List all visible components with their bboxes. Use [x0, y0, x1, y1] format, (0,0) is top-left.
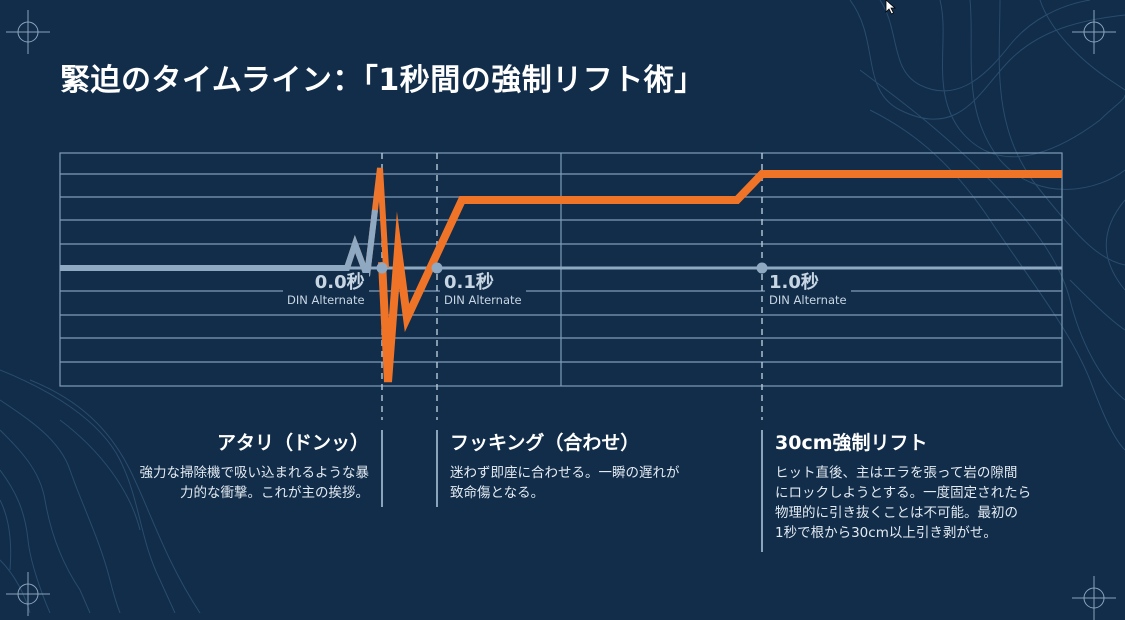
section-body: ヒット直後、主はエラを張って岩の隙間 にロックしようとする。一度固定されたら 物…	[775, 465, 1032, 541]
crosshair-icon	[1072, 10, 1116, 54]
page-title: 緊迫のタイムライン：「1秒間の強制リフト術」	[60, 63, 705, 98]
tick-label-0.1s: 0.1秒 DIN Alternate	[440, 273, 526, 308]
crosshair-icon	[6, 10, 50, 54]
tick-time: 0.1秒	[444, 272, 494, 293]
section-heading: アタリ（ドンッ）	[216, 432, 369, 454]
section-heading: フッキング（合わせ）	[450, 432, 640, 454]
crosshair-icon	[6, 572, 50, 616]
section-hooking: フッキング（合わせ） 迷わず即座に合わせる。一瞬の遅れが 致命傷となる。	[450, 431, 740, 503]
section-heading: 30cm強制リフト	[775, 432, 928, 454]
tick-label-0s: 0.0秒 DIN Alternate	[283, 273, 369, 308]
tick-sub: DIN Alternate	[287, 293, 365, 307]
tick-time: 0.0秒	[314, 272, 365, 293]
tick-sub: DIN Alternate	[444, 293, 522, 307]
tick-label-1s: 1.0秒 DIN Alternate	[765, 273, 851, 308]
tick-sub: DIN Alternate	[769, 293, 847, 307]
marker-dot-0s	[376, 262, 388, 274]
pre-strike-line	[60, 167, 389, 278]
section-divider	[761, 430, 763, 552]
section-body: 強力な掃除機で吸い込まれるような暴 力的な衝撃。これが主の挨拶。	[139, 465, 370, 501]
marker-dot-1s	[756, 262, 768, 274]
section-lift: 30cm強制リフト ヒット直後、主はエラを張って岩の隙間 にロックしようとする。…	[775, 431, 1075, 543]
lift-line	[378, 170, 1062, 383]
marker-dot-0.1s	[431, 262, 443, 274]
section-divider	[381, 430, 383, 507]
tick-time: 1.0秒	[769, 272, 819, 293]
section-divider	[436, 430, 438, 507]
section-atari: アタリ（ドンッ） 強力な掃除機で吸い込まれるような暴 力的な衝撃。これが主の挨拶…	[89, 431, 370, 503]
mouse-cursor-icon	[885, 0, 897, 15]
section-body: 迷わず即座に合わせる。一瞬の遅れが 致命傷となる。	[450, 465, 680, 501]
